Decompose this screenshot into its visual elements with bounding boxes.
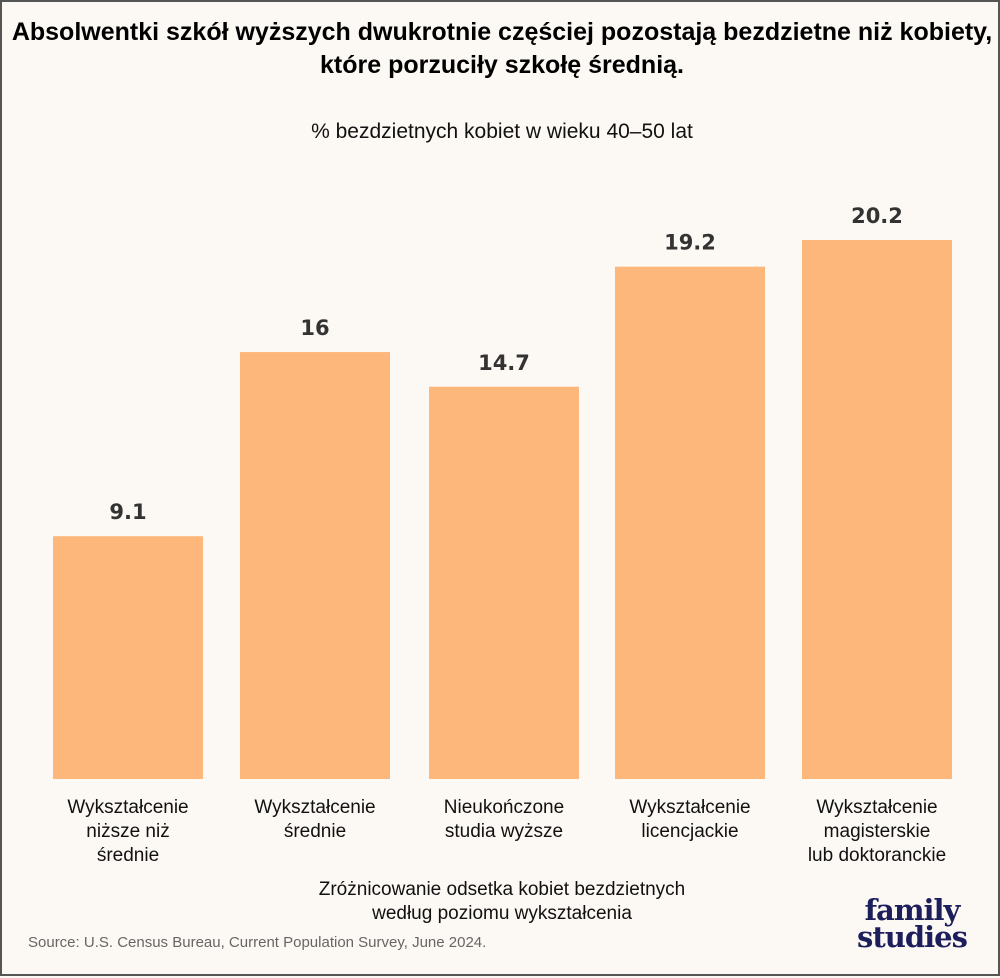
bar xyxy=(429,386,579,779)
x-tick-label: Wykształcenie licencjackie xyxy=(590,796,790,844)
family-studies-logo: family studies xyxy=(842,893,982,954)
data-label: 20.2 xyxy=(851,204,903,228)
source-note: Source: U.S. Census Bureau, Current Popu… xyxy=(28,934,487,951)
x-tick-label-line: studia wyższe xyxy=(444,821,564,842)
x-tick-label: Wykształcenie niższe niż średnie xyxy=(28,796,228,868)
x-tick-label-line: średnie xyxy=(96,845,160,866)
x-tick-label: Wykształcenie średnie xyxy=(215,796,415,844)
logo-line-2: studies xyxy=(857,920,968,954)
x-tick-label: Wykształcenie magisterskie lub doktorancki… xyxy=(777,796,977,868)
x-tick-label-line: magisterskie xyxy=(823,821,931,842)
chart-subtitle: % bezdzietnych kobiet w wieku 40–50 lat xyxy=(311,120,693,143)
x-axis-title-line-1: Zróżnicowanie odsetka kobiet bezdzietnyc… xyxy=(318,879,686,900)
x-axis-title: Zróżnicowanie odsetka kobiet bezdzietnyc… xyxy=(202,878,802,926)
x-tick-label-line: niższe niż xyxy=(86,821,170,842)
x-tick-label-line: Wykształcenie xyxy=(254,797,376,818)
data-label: 14.7 xyxy=(478,351,530,375)
logo-line-1: family xyxy=(864,893,961,927)
x-tick-label: Nieukończone studia wyższe xyxy=(404,796,604,844)
x-tick-label-line: Wykształcenie xyxy=(67,797,189,818)
x-tick-label-line: Wykształcenie xyxy=(629,797,751,818)
x-tick-label-line: Nieukończone xyxy=(443,797,565,818)
x-axis-title-line-2: według poziomu wykształcenia xyxy=(372,903,632,924)
x-tick-label-line: średnie xyxy=(283,821,347,842)
bar xyxy=(53,536,203,779)
bar xyxy=(802,240,952,779)
bar xyxy=(240,352,390,779)
bar xyxy=(615,266,765,779)
x-tick-label-line: lub doktoranckie xyxy=(807,845,947,866)
data-label: 16 xyxy=(300,316,329,340)
x-tick-label-line: licencjackie xyxy=(641,821,739,842)
data-label: 9.1 xyxy=(109,500,146,524)
data-label: 19.2 xyxy=(664,231,716,255)
chart-title: Absolwentki szkół wyższych dwukrotnie cz… xyxy=(11,18,993,79)
x-tick-label-line: Wykształcenie xyxy=(816,797,938,818)
